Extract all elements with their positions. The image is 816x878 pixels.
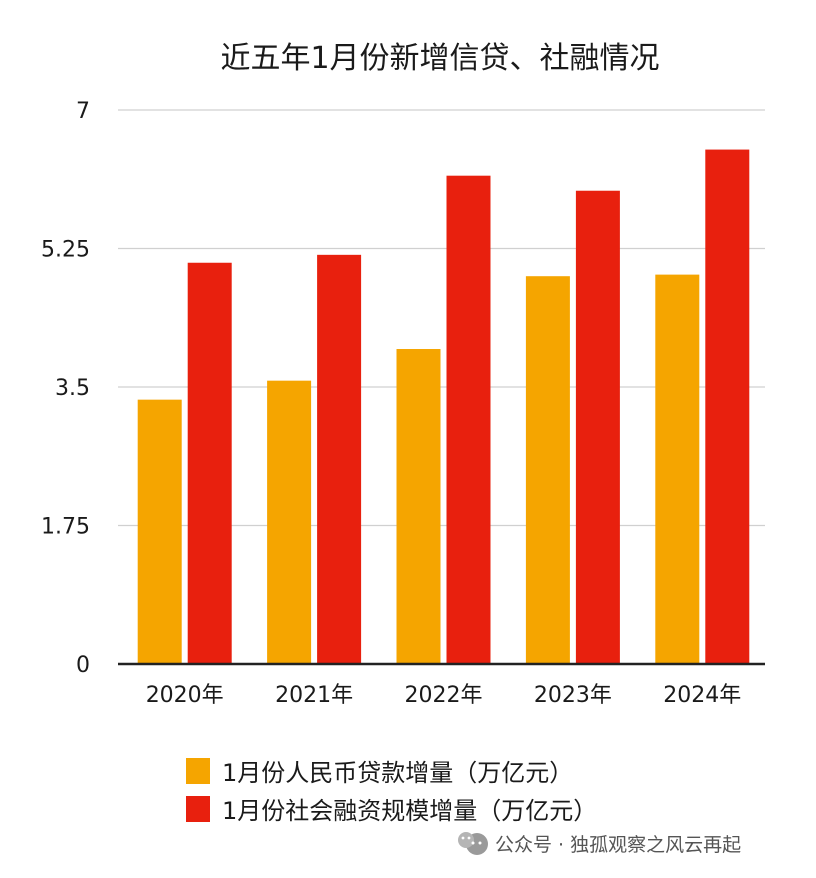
y-tick-label-2: 3.5 xyxy=(55,376,90,401)
bar-s0-1 xyxy=(267,380,312,664)
x-tick-labels: 2020年 2021年 2022年 2023年 2024年 xyxy=(146,683,742,708)
watermark: 公众号 · 独孤观察之风云再起 xyxy=(458,832,741,856)
y-tick-labels: 0 1.75 3.5 5.25 7 xyxy=(41,99,90,678)
bar-s1-1 xyxy=(317,254,362,664)
x-tick-label-1: 2021年 xyxy=(275,683,353,708)
x-tick-label-2: 2022年 xyxy=(405,683,483,708)
x-tick-label-3: 2023年 xyxy=(534,683,612,708)
bar-s0-2 xyxy=(396,349,441,664)
bar-s0-3 xyxy=(525,276,570,664)
legend-swatch-loans xyxy=(186,758,210,784)
bars xyxy=(137,149,750,665)
y-tick-label-0: 0 xyxy=(76,653,90,678)
watermark-text: 公众号 · 独孤观察之风云再起 xyxy=(495,834,741,856)
legend-swatch-social-financing xyxy=(186,796,210,822)
wechat-icon xyxy=(458,832,488,855)
bar-s1-2 xyxy=(446,175,491,664)
x-tick-label-0: 2020年 xyxy=(146,683,224,708)
bar-s1-3 xyxy=(575,190,620,664)
y-tick-label-4: 7 xyxy=(76,99,90,124)
y-tick-label-1: 1.75 xyxy=(41,515,90,540)
bar-s0-0 xyxy=(137,399,182,664)
y-tick-label-3: 5.25 xyxy=(41,238,90,263)
legend: 1月份人民币贷款增量（万亿元） 1月份社会融资规模增量（万亿元） xyxy=(186,758,597,825)
chart-title: 近五年1月份新增信贷、社融情况 xyxy=(220,41,659,76)
bar-s1-0 xyxy=(187,262,232,664)
legend-label-social-financing: 1月份社会融资规模增量（万亿元） xyxy=(222,797,597,825)
bar-s1-4 xyxy=(705,149,750,665)
x-tick-label-4: 2024年 xyxy=(663,683,741,708)
legend-label-loans: 1月份人民币贷款增量（万亿元） xyxy=(222,759,573,787)
bar-s0-4 xyxy=(655,274,700,664)
